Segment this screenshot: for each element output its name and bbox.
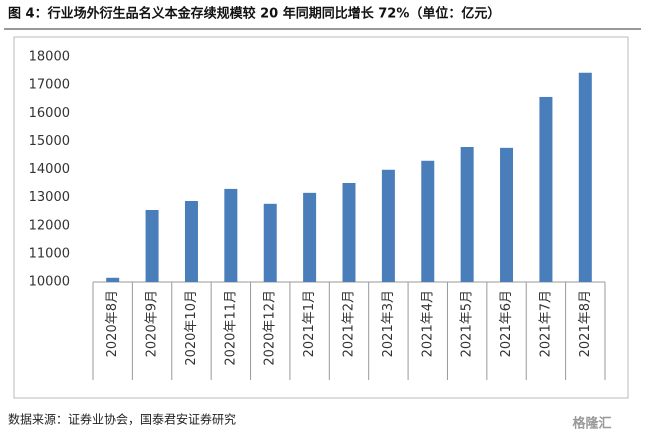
bar xyxy=(263,203,277,282)
bar xyxy=(224,188,238,282)
bar xyxy=(381,169,395,282)
y-tick-label: 14000 xyxy=(29,162,70,177)
bar xyxy=(421,160,435,282)
bar xyxy=(303,192,317,282)
bar xyxy=(184,201,198,282)
y-tick-label: 16000 xyxy=(29,106,70,121)
x-tick-label: 2021年6月 xyxy=(499,290,514,357)
x-tick-label: 2020年8月 xyxy=(105,290,120,357)
bar xyxy=(106,277,120,282)
x-tick-label: 2021年1月 xyxy=(302,290,317,357)
x-tick-label: 2021年5月 xyxy=(460,290,475,357)
x-tick-label: 2020年11月 xyxy=(223,290,238,366)
bar xyxy=(342,183,356,282)
bar xyxy=(145,210,159,282)
x-tick-label: 2021年2月 xyxy=(342,290,357,357)
y-tick-label: 18000 xyxy=(29,50,70,65)
bar xyxy=(539,96,553,282)
bar xyxy=(578,72,592,282)
x-tick-label: 2021年3月 xyxy=(381,290,396,357)
x-tick-label: 2021年7月 xyxy=(538,290,553,357)
y-tick-label: 17000 xyxy=(29,78,70,93)
y-tick-label: 15000 xyxy=(29,134,70,149)
source-note: 数据来源：证券业协会，国泰君安证券研究 xyxy=(8,412,236,427)
chart-frame xyxy=(13,36,629,399)
x-tick-label: 2020年12月 xyxy=(263,290,278,366)
bar xyxy=(460,147,474,282)
chart-title: 图 4：行业场外衍生品名义本金存续规模较 20 年同期同比增长 72%（单位：亿… xyxy=(8,6,500,22)
y-tick-label: 10000 xyxy=(29,275,70,290)
x-tick-label: 2020年10月 xyxy=(184,290,199,366)
y-tick-label: 11000 xyxy=(29,246,70,261)
y-tick-label: 13000 xyxy=(29,190,70,205)
x-tick-label: 2020年9月 xyxy=(145,290,160,357)
bar xyxy=(500,147,514,282)
x-tick-label: 2021年8月 xyxy=(578,290,593,357)
y-tick-label: 12000 xyxy=(29,218,70,233)
watermark: 格隆汇 xyxy=(572,416,611,432)
x-tick-label: 2021年4月 xyxy=(420,290,435,357)
